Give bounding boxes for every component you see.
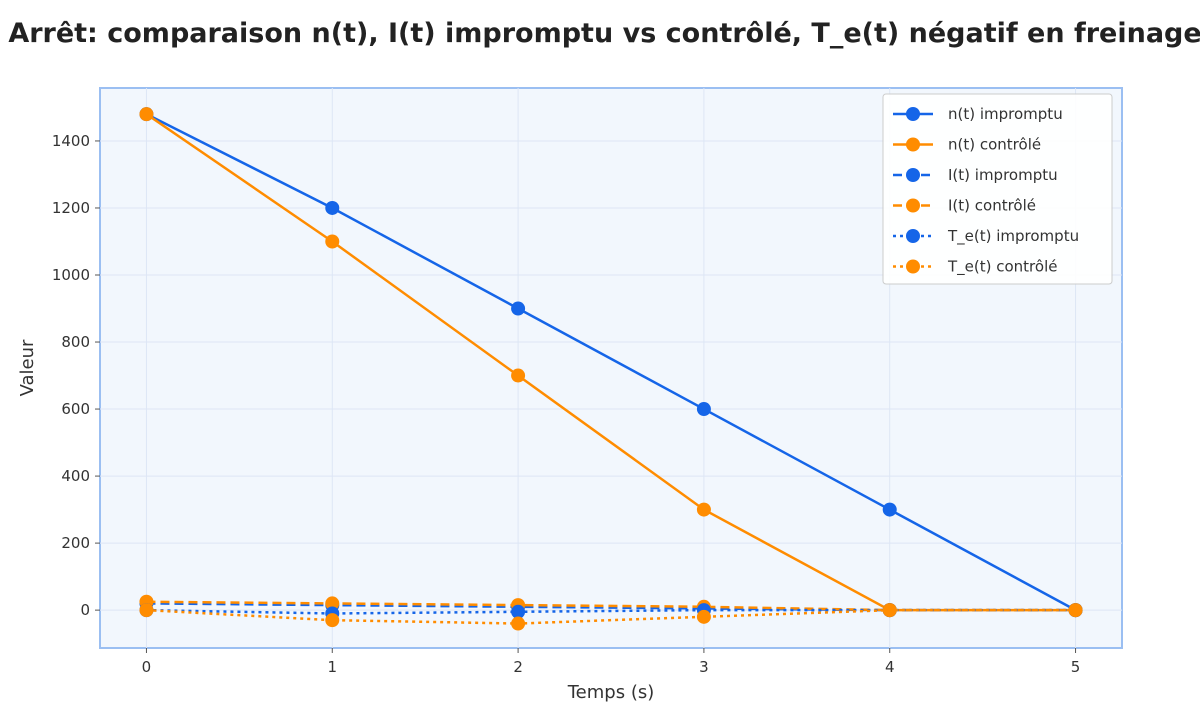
data-point <box>511 301 526 316</box>
x-tick-label: 1 <box>327 658 337 676</box>
data-point <box>139 603 154 618</box>
legend-marker <box>906 168 920 182</box>
y-tick-label: 1400 <box>52 132 90 150</box>
legend: n(t) impromptu n(t) contrôlé I(t) imprompt… <box>882 93 1113 285</box>
y-tick-label: 1000 <box>52 266 90 284</box>
legend-marker <box>906 198 920 213</box>
legend-box <box>882 93 1113 285</box>
data-point <box>325 613 340 628</box>
legend-label: n(t) impromptu <box>948 105 1063 123</box>
y-tick-label: 400 <box>61 467 90 485</box>
series-line <box>146 600 1076 612</box>
x-tick-label: 0 <box>142 658 152 676</box>
y-tick-label: 0 <box>80 601 90 619</box>
data-point <box>511 604 526 619</box>
data-point <box>325 596 340 611</box>
data-point <box>882 502 897 517</box>
x-axis-label: Temps (s) <box>567 682 655 703</box>
y-tick-label: 200 <box>61 534 90 552</box>
x-tick-label: 3 <box>699 658 709 676</box>
series-line <box>146 608 1076 615</box>
legend-marker <box>906 229 920 243</box>
x-tick-label: 4 <box>885 658 895 676</box>
y-tick-label: 1200 <box>52 199 90 217</box>
data-point <box>696 502 711 517</box>
chart-title: Arrêt: comparaison n(t), I(t) impromptu … <box>8 18 1200 49</box>
data-point <box>511 616 526 631</box>
legend-label: T_e(t) contrôlé <box>947 258 1057 277</box>
series-line <box>145 113 1077 612</box>
legend-marker <box>906 107 920 121</box>
data-point <box>882 603 897 618</box>
legend-label: I(t) contrôlé <box>948 197 1036 215</box>
data-point <box>325 200 340 215</box>
data-point <box>139 107 154 122</box>
y-axis-label: Valeur <box>17 339 38 396</box>
legend-label: T_e(t) impromptu <box>947 227 1079 246</box>
data-point <box>696 609 711 624</box>
data-point <box>1068 603 1083 618</box>
x-tick-label: 2 <box>513 658 523 676</box>
data-point <box>511 368 526 383</box>
legend-label: n(t) contrôlé <box>948 136 1041 154</box>
legend-marker <box>906 137 920 152</box>
data-point <box>325 234 340 249</box>
x-tick-label: 5 <box>1071 658 1081 676</box>
y-tick-label: 600 <box>61 400 90 418</box>
series-line <box>146 608 1076 625</box>
legend-label: I(t) impromptu <box>948 166 1058 184</box>
y-tick-label: 800 <box>61 333 90 351</box>
legend-marker <box>906 259 920 274</box>
data-point <box>696 402 711 417</box>
